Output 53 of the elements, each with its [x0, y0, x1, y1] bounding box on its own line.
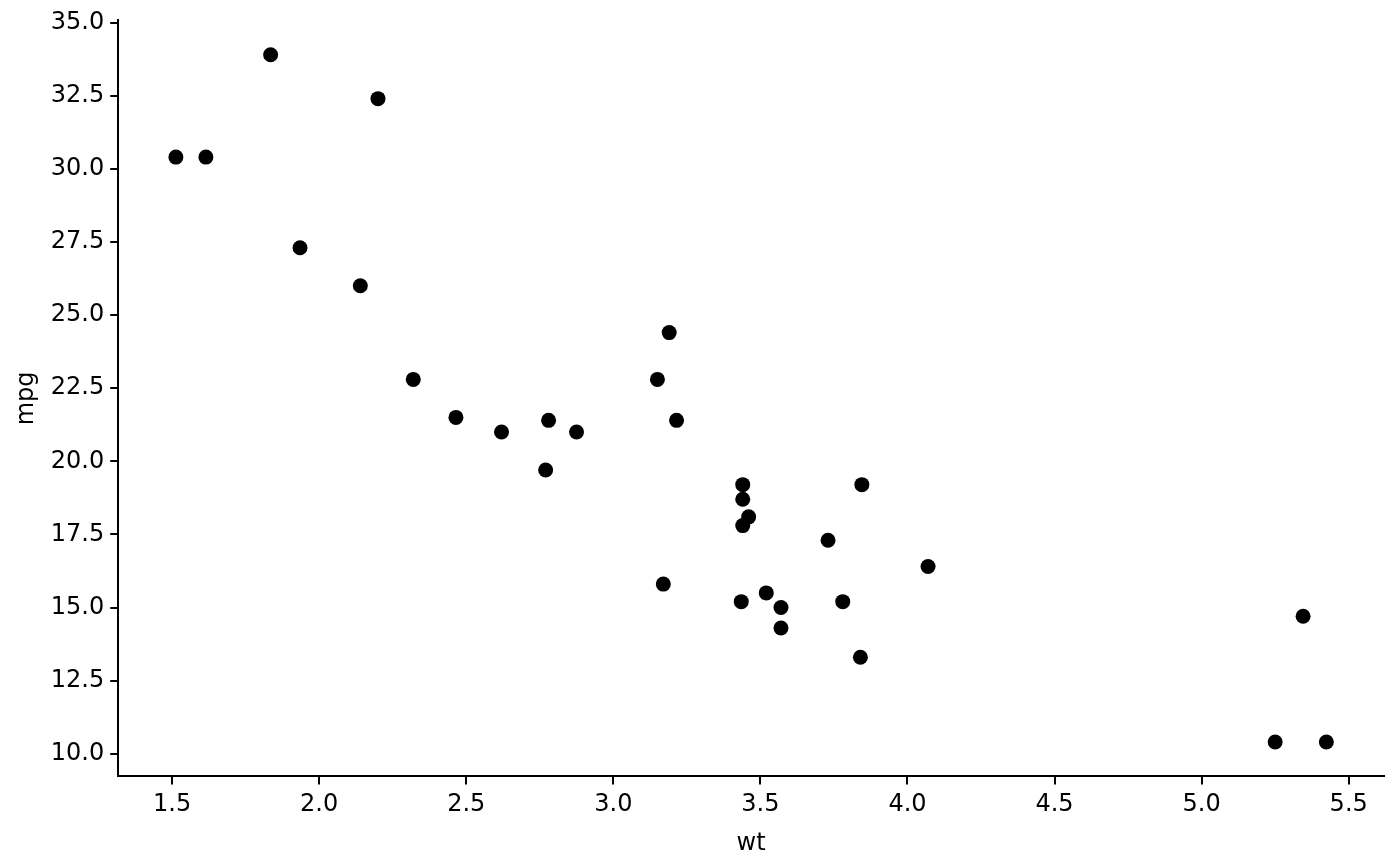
y-tick-label: 35.0	[50, 6, 105, 35]
point	[370, 91, 386, 107]
y-axis-title: mpg	[10, 371, 39, 426]
point	[198, 149, 214, 165]
point	[661, 325, 677, 341]
point	[735, 477, 751, 493]
x-tick-label: 4.5	[1035, 789, 1074, 818]
point	[263, 47, 279, 63]
point	[920, 559, 936, 575]
point	[854, 477, 870, 493]
x-tick-label: 5.0	[1182, 789, 1221, 818]
y-tick-label: 17.5	[50, 518, 105, 547]
point	[1295, 608, 1311, 624]
point	[758, 585, 774, 601]
point	[773, 620, 789, 636]
y-tick-label: 30.0	[50, 153, 105, 182]
point	[541, 412, 557, 428]
point	[852, 649, 868, 665]
point	[448, 409, 464, 425]
y-tick-label: 15.0	[50, 591, 105, 620]
point	[669, 412, 685, 428]
y-tick-label: 10.0	[50, 737, 105, 766]
y-tick-label: 22.5	[50, 372, 105, 401]
x-tick-label: 2.0	[300, 789, 339, 818]
x-tick-label: 5.5	[1329, 789, 1368, 818]
point	[569, 424, 585, 440]
point	[168, 149, 184, 165]
point	[735, 491, 751, 507]
y-tick-label: 20.0	[50, 445, 105, 474]
point	[773, 600, 789, 616]
point	[1267, 734, 1283, 750]
point	[835, 594, 851, 610]
y-tick-label: 32.5	[50, 79, 105, 108]
point	[733, 594, 749, 610]
y-tick-label: 12.5	[50, 664, 105, 693]
y-tick-label: 25.0	[50, 299, 105, 328]
x-tick-label: 3.5	[741, 789, 780, 818]
point	[405, 371, 421, 387]
point	[820, 532, 836, 548]
point	[649, 371, 665, 387]
x-axis-title: wt	[736, 827, 766, 856]
point	[494, 424, 510, 440]
point	[352, 278, 368, 294]
x-tick-label: 4.0	[888, 789, 927, 818]
x-tick-label: 3.0	[594, 789, 633, 818]
x-tick-label: 1.5	[152, 789, 192, 818]
point	[655, 576, 671, 592]
point	[292, 240, 308, 256]
x-tick-label: 2.5	[447, 789, 486, 818]
y-tick-label: 27.5	[50, 226, 105, 255]
point	[538, 462, 554, 478]
point	[735, 518, 751, 534]
point	[1318, 734, 1334, 750]
